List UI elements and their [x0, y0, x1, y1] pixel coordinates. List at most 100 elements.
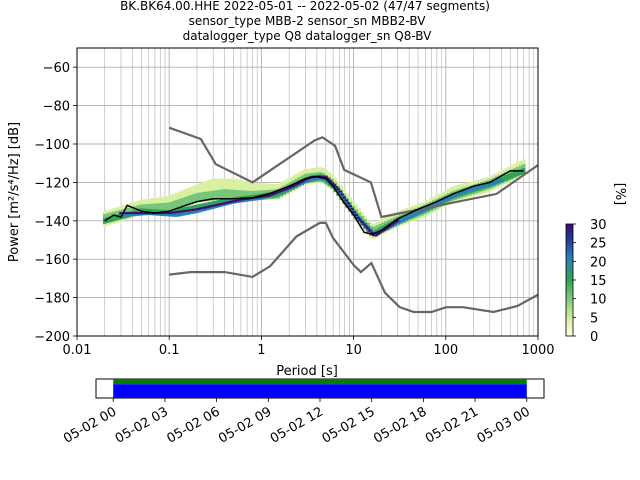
density-cell: [156, 203, 161, 213]
density-cell: [153, 203, 158, 214]
density-cell: [285, 187, 289, 190]
density-cell: [346, 202, 350, 205]
density-cell: [214, 204, 218, 207]
density-cell: [201, 203, 206, 209]
density-cell: [352, 211, 357, 216]
colorbar: [565, 223, 574, 337]
density-cell: [364, 225, 368, 228]
density-cell: [257, 196, 262, 199]
density-cell: [210, 190, 215, 201]
density-cell: [333, 186, 338, 191]
density-cell: [324, 176, 329, 179]
density-cell: [178, 212, 183, 217]
density-cell: [293, 184, 297, 187]
density-cell: [171, 201, 176, 211]
density-cell: [466, 188, 471, 192]
density-cell: [273, 192, 277, 195]
density-cell: [231, 178, 236, 194]
density-cell: [125, 212, 129, 215]
density-cell: [195, 184, 200, 200]
density-cell: [521, 168, 526, 174]
density-cell: [146, 212, 151, 215]
density-cell: [389, 223, 394, 226]
density-cell: [348, 205, 352, 208]
density-cell: [370, 231, 374, 234]
coverage-bar-bottom: [113, 384, 527, 398]
density-cell: [184, 211, 188, 216]
density-cell: [173, 213, 178, 217]
density-cell: [225, 178, 230, 194]
density-cell: [222, 189, 227, 199]
chart-title-line-2: sensor_type MBB-2 sensor_sn MBB2-BV: [189, 14, 427, 28]
density-cell: [379, 230, 384, 233]
density-cell: [298, 181, 303, 184]
density-cell: [407, 215, 411, 220]
density-cell: [328, 180, 333, 183]
density-cell: [354, 214, 358, 216]
density-cell: [312, 176, 316, 181]
density-cell: [342, 196, 347, 199]
chart-title-line-1: BK.BK64.00.HHE 2022-05-01 -- 2022-05-02 …: [120, 0, 490, 13]
density-cell: [162, 202, 167, 213]
density-cell: [376, 233, 380, 236]
x-tick-label: 0.1: [159, 343, 180, 358]
density-cell: [142, 212, 147, 215]
density-cell: [198, 192, 203, 203]
density-cell: [228, 178, 233, 194]
density-cell: [420, 208, 425, 213]
noise-models: [168, 126, 539, 314]
density-cell: [317, 176, 322, 181]
density-cell: [445, 197, 449, 202]
density-cell: [166, 212, 171, 215]
density-cell: [221, 202, 226, 205]
density-cell: [138, 212, 143, 215]
density-cell: [222, 198, 227, 205]
density-cell: [189, 194, 194, 205]
density-cell: [213, 200, 218, 207]
density-cell: [289, 186, 293, 189]
colorbar-tick-label: 10: [590, 293, 607, 308]
density-cell: [368, 229, 372, 232]
density-cell: [231, 200, 236, 203]
mode-line: [104, 170, 524, 235]
density-cell: [383, 227, 388, 230]
density-cell: [485, 182, 490, 187]
density-cell: [132, 212, 137, 217]
density-cell: [229, 200, 234, 203]
density-cell: [219, 199, 224, 206]
density-cell: [170, 211, 175, 214]
density-cell: [464, 188, 468, 193]
density-cell: [340, 193, 345, 196]
density-cell: [121, 212, 126, 217]
density-cell: [195, 209, 199, 214]
density-cell: [412, 212, 417, 217]
density-cell: [235, 199, 240, 202]
density-cell: [174, 200, 179, 210]
y-tick-label: −60: [43, 61, 70, 76]
density-cell: [168, 202, 173, 212]
density-cell: [177, 198, 182, 209]
density-cell: [255, 196, 260, 199]
density-cell: [252, 182, 257, 198]
density-cell: [396, 220, 400, 225]
y-tick-label: −100: [34, 138, 70, 153]
density-cell: [279, 190, 283, 192]
density-cell: [213, 178, 218, 194]
density-cell: [196, 208, 200, 211]
density-cell: [404, 216, 409, 221]
density-cell: [295, 183, 299, 186]
density-cell: [105, 217, 110, 223]
density-cell: [216, 178, 221, 194]
density-cell: [192, 185, 197, 201]
x-axis: 0.01 0.1 1 10 100 1000: [63, 336, 555, 358]
density-cell: [190, 208, 194, 211]
density-cell: [225, 198, 230, 205]
colorbar-ticks: 0 5 10 15 20 25 30: [573, 218, 607, 345]
density-cell: [181, 211, 186, 216]
density-cell: [240, 190, 245, 200]
density-cell: [204, 180, 209, 197]
density-cell: [461, 189, 466, 194]
density-cell: [499, 178, 504, 183]
density-cell: [225, 201, 230, 204]
